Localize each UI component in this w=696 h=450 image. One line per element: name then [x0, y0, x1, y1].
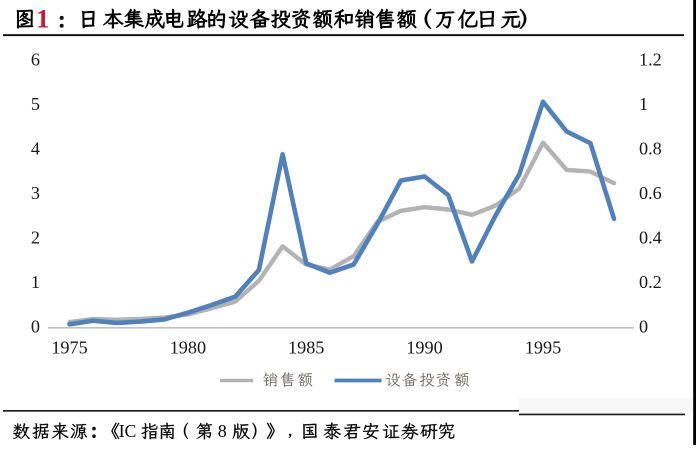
svg-text:1: 1 — [31, 272, 40, 292]
svg-text:1: 1 — [36, 5, 49, 34]
svg-text:0: 0 — [31, 317, 40, 337]
svg-text:0.4: 0.4 — [639, 228, 662, 248]
svg-text:3: 3 — [31, 183, 40, 203]
svg-text:IC: IC — [119, 421, 137, 441]
svg-text:4: 4 — [31, 139, 40, 159]
svg-text:1995: 1995 — [525, 338, 561, 358]
svg-text:1: 1 — [639, 94, 648, 114]
svg-text:1990: 1990 — [406, 338, 442, 358]
svg-text:1975: 1975 — [51, 338, 87, 358]
svg-text:0: 0 — [639, 317, 648, 337]
svg-text:0.6: 0.6 — [639, 183, 662, 203]
svg-text:0.8: 0.8 — [639, 139, 662, 159]
svg-text:1.2: 1.2 — [639, 50, 662, 70]
svg-text:8: 8 — [218, 421, 227, 441]
svg-text:2: 2 — [31, 228, 40, 248]
svg-text:1980: 1980 — [170, 338, 206, 358]
svg-text:6: 6 — [31, 50, 40, 70]
svg-text:1985: 1985 — [288, 338, 324, 358]
svg-text:5: 5 — [31, 94, 40, 114]
svg-text:0.2: 0.2 — [639, 272, 662, 292]
